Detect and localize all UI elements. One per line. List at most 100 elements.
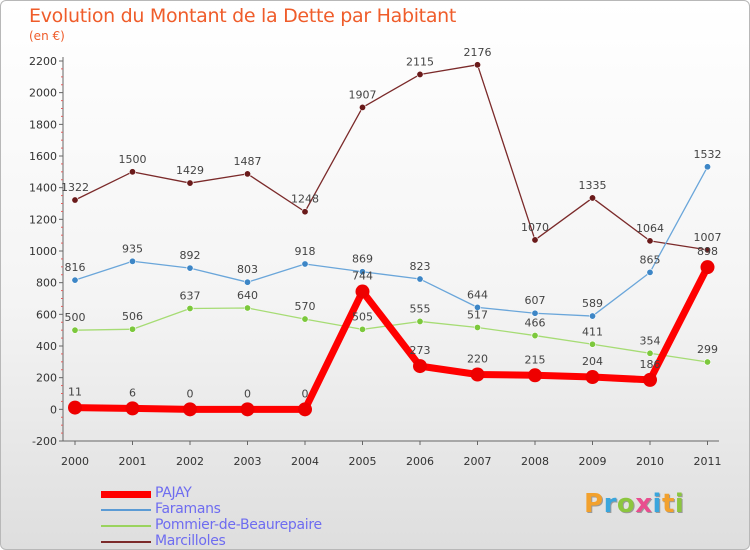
data-point — [531, 236, 539, 244]
data-label: 1070 — [521, 221, 549, 234]
data-point — [588, 312, 596, 320]
x-tick-label: 2006 — [406, 455, 434, 468]
legend-swatch — [101, 490, 151, 498]
data-label: 411 — [582, 325, 603, 338]
data-point — [71, 196, 79, 204]
data-point — [244, 170, 252, 178]
x-tick-label: 2009 — [579, 455, 607, 468]
data-label: 744 — [352, 270, 373, 283]
data-label: 0 — [302, 387, 309, 400]
data-point — [473, 303, 481, 311]
proxiti-logo: Proxiti — [584, 489, 684, 519]
data-label: 11 — [68, 386, 82, 399]
legend-swatch — [101, 541, 151, 543]
logo-letter: t — [661, 489, 675, 519]
x-tick-label: 2011 — [694, 455, 722, 468]
data-point — [358, 103, 366, 111]
data-point — [186, 304, 194, 312]
data-label: 273 — [410, 344, 431, 357]
y-tick-label: 2000 — [29, 87, 57, 100]
data-label: 816 — [65, 261, 86, 274]
data-label: 1532 — [694, 148, 722, 161]
data-label: 505 — [352, 310, 373, 323]
data-label: 354 — [640, 334, 661, 347]
data-label: 570 — [295, 300, 316, 313]
y-tick-label: 1000 — [29, 245, 57, 258]
data-label: 299 — [697, 343, 718, 356]
series-line-pajay — [74, 265, 711, 413]
data-point — [585, 370, 600, 385]
legend: PAJAY Faramans Pommier-de-Beaurepaire Marci… — [101, 485, 401, 549]
data-point — [646, 349, 654, 357]
data-label: 215 — [525, 353, 546, 366]
data-label: 803 — [237, 263, 258, 276]
data-point — [125, 401, 140, 416]
data-label: 869 — [352, 253, 373, 266]
y-tick-label: 600 — [36, 308, 57, 321]
x-tick-label: 2003 — [234, 455, 262, 468]
data-point — [298, 402, 312, 417]
data-label: 220 — [467, 353, 488, 366]
series-line-faramans — [74, 166, 709, 317]
data-label: 555 — [410, 302, 431, 315]
data-label: 0 — [244, 387, 251, 400]
logo-letter: i — [652, 489, 662, 519]
data-label: 0 — [187, 387, 194, 400]
data-label: 935 — [122, 242, 143, 255]
data-point — [416, 317, 424, 325]
legend-item: Faramans — [101, 501, 401, 518]
data-label: 506 — [122, 310, 143, 323]
data-label: 1429 — [176, 164, 204, 177]
legend-item: PAJAY — [101, 485, 401, 502]
data-point — [129, 168, 137, 176]
y-tick-label: 800 — [36, 277, 57, 290]
legend-label: Marcilloles — [155, 533, 226, 549]
logo-letter: o — [616, 489, 636, 519]
data-label: 1487 — [234, 155, 262, 168]
series-line-marcilloles — [74, 64, 708, 251]
x-tick-label: 2007 — [464, 455, 492, 468]
data-point — [186, 179, 194, 187]
data-point — [358, 325, 366, 333]
x-tick-label: 2001 — [119, 455, 147, 468]
legend-item: Pommier-de-Beaurepaire — [101, 517, 401, 534]
data-point — [646, 237, 654, 245]
data-point — [129, 325, 137, 333]
y-tick-label: -200 — [32, 435, 57, 448]
data-label: 517 — [467, 308, 488, 321]
data-label: 589 — [582, 297, 603, 310]
data-label: 466 — [525, 317, 546, 330]
data-label: 892 — [180, 249, 201, 262]
logo-letter: P — [584, 489, 604, 519]
legend-swatch — [101, 509, 151, 511]
data-point — [68, 400, 82, 415]
data-point — [301, 260, 309, 268]
data-label: 1248 — [291, 193, 319, 206]
data-point — [470, 367, 485, 382]
data-label: 607 — [525, 294, 546, 307]
data-point — [355, 284, 370, 299]
data-label: 1007 — [694, 231, 722, 244]
data-point — [71, 326, 79, 334]
data-label: 637 — [180, 289, 201, 302]
data-point — [588, 340, 596, 348]
data-label: 1907 — [349, 88, 377, 101]
data-point — [528, 368, 542, 383]
data-point — [700, 260, 715, 275]
y-tick-label: 1200 — [29, 213, 57, 226]
data-point — [413, 359, 427, 374]
data-label: 1335 — [579, 179, 607, 192]
data-label: 186 — [640, 358, 661, 371]
data-label: 1064 — [636, 222, 664, 235]
y-tick-label: 1800 — [29, 118, 57, 131]
x-tick-label: 2002 — [176, 455, 204, 468]
data-label: 204 — [582, 355, 603, 368]
data-point — [703, 163, 711, 171]
data-label: 1322 — [61, 181, 89, 194]
data-label: 6 — [129, 386, 136, 399]
data-point — [646, 268, 654, 276]
legend-label: PAJAY — [155, 485, 192, 501]
x-tick-label: 2004 — [291, 455, 319, 468]
series-line-pommier-de-beaurepaire — [74, 307, 708, 363]
